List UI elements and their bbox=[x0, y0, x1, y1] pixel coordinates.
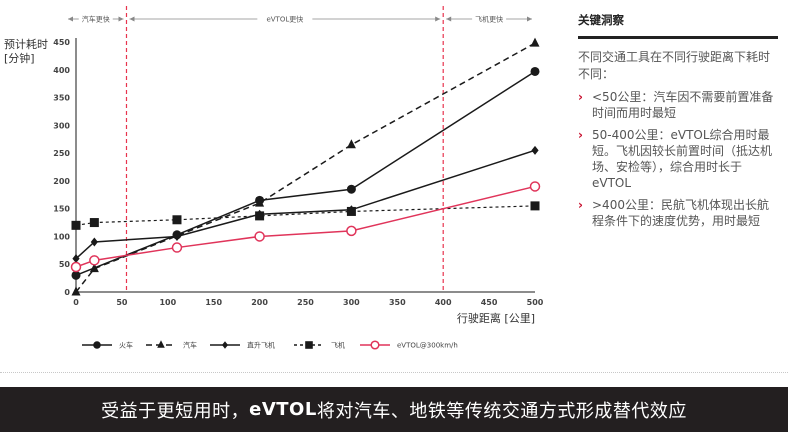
legend-marker bbox=[93, 341, 101, 349]
series-line bbox=[75, 205, 536, 226]
series-4 bbox=[70, 181, 541, 273]
data-point bbox=[531, 145, 539, 155]
data-point bbox=[255, 197, 265, 207]
region-label: eVTOL更快 bbox=[266, 15, 303, 24]
x-tick-label: 500 bbox=[527, 298, 544, 307]
legend-marker bbox=[157, 340, 165, 348]
arrow-left-icon bbox=[446, 16, 452, 22]
y-tick-label: 200 bbox=[53, 177, 70, 186]
data-point bbox=[89, 255, 100, 266]
x-tick-label: 300 bbox=[343, 298, 360, 307]
arrow-right-icon bbox=[435, 16, 441, 22]
series-group bbox=[70, 37, 541, 296]
y-tick-label: 150 bbox=[53, 205, 70, 214]
insight-text: >400公里：民航飞机体现出长航程条件下的速度优势，用时最短 bbox=[592, 198, 769, 228]
chevron-right-icon: › bbox=[578, 90, 583, 104]
series-2 bbox=[72, 145, 539, 264]
dotted-divider bbox=[0, 372, 788, 373]
axes: 0 50 100 150 200 250 300 350 400 450 0 50 100 150 200 2… bbox=[53, 38, 544, 307]
data-point bbox=[254, 231, 265, 242]
x-tick-label: 450 bbox=[481, 298, 498, 307]
data-point bbox=[346, 225, 357, 237]
y-axis-title-line1: 预计耗时 bbox=[4, 38, 48, 51]
x-axis-title: 行驶距离 [公里] bbox=[457, 311, 535, 325]
data-point bbox=[346, 184, 356, 194]
region-label: 汽车更快 bbox=[82, 15, 110, 24]
data-point bbox=[530, 37, 540, 47]
data-point bbox=[346, 206, 356, 216]
y-tick-label: 400 bbox=[53, 66, 70, 75]
insight-bullet: › <50公里：汽车因不需要前置准备时间而用时最短 bbox=[578, 89, 778, 121]
data-point bbox=[71, 270, 81, 280]
x-tick-label: 200 bbox=[251, 298, 268, 307]
data-point bbox=[173, 231, 181, 241]
legend-label: 直升飞机 bbox=[247, 341, 275, 350]
insight-bullet: › >400公里：民航飞机体现出长航程条件下的速度优势，用时最短 bbox=[578, 197, 778, 229]
y-tick-label: 250 bbox=[53, 149, 70, 158]
x-tick-label: 100 bbox=[159, 298, 176, 307]
legend-marker bbox=[370, 340, 380, 350]
series-line bbox=[75, 185, 536, 268]
data-point bbox=[530, 66, 540, 76]
series-3 bbox=[71, 201, 540, 230]
y-tick-label: 300 bbox=[53, 121, 70, 130]
footer-text-2: 将对汽车、地铁等传统交通方式形成替代效应 bbox=[316, 400, 687, 422]
legend-marker bbox=[305, 341, 313, 349]
footer-text-evtol: eVTOL bbox=[249, 399, 317, 420]
arrow-left-icon bbox=[129, 16, 135, 22]
y-tick-label: 100 bbox=[53, 232, 70, 241]
x-tick-label: 50 bbox=[116, 298, 128, 307]
reference-lines bbox=[125, 6, 444, 292]
data-point bbox=[72, 254, 80, 264]
y-axis-title-line2: [分钟] bbox=[4, 51, 35, 65]
arrow-left-icon bbox=[68, 16, 73, 22]
data-point bbox=[171, 242, 183, 253]
legend-label: eVTOL@300km/h bbox=[397, 342, 458, 350]
x-tick-label: 350 bbox=[389, 298, 406, 307]
series-line bbox=[75, 42, 536, 293]
data-point bbox=[70, 261, 82, 273]
arrow-right-icon bbox=[527, 16, 532, 22]
data-point bbox=[529, 181, 541, 192]
insights-title: 关键洞察 bbox=[578, 12, 778, 39]
data-point bbox=[90, 237, 98, 247]
legend-label: 飞机 bbox=[331, 341, 345, 350]
x-tick-label: 0 bbox=[73, 298, 79, 307]
insight-text: 50-400公里：eVTOL综合用时最短。飞机因较长前置时间（抵达机场、安检等）… bbox=[592, 128, 773, 190]
legend: 火车 汽车 直升飞机 飞机 eVTOL@300km/h bbox=[82, 340, 458, 350]
legend-label: 汽车 bbox=[183, 341, 197, 350]
footer-text-1: 受益于更短用时， bbox=[101, 400, 250, 422]
data-point bbox=[71, 220, 81, 230]
chevron-right-icon: › bbox=[578, 128, 583, 142]
region-annotations: 汽车更快 eVTOL更快 飞机更快 bbox=[68, 15, 532, 24]
y-axis-title: 预计耗时 [分钟] bbox=[4, 38, 48, 65]
insight-bullet: › 50-400公里：eVTOL综合用时最短。飞机因较长前置时间（抵达机场、安检… bbox=[578, 127, 778, 191]
travel-time-chart: 预计耗时 [分钟] 行驶距离 [公里] 0 50 100 150 200 250 300 35… bbox=[4, 6, 544, 350]
insights-panel: 关键洞察 不同交通工具在不同行驶距离下耗时不同： › <50公里：汽车因不需要前… bbox=[578, 12, 778, 229]
series-1 bbox=[71, 37, 540, 296]
x-tick-label: 400 bbox=[435, 298, 452, 307]
legend-marker bbox=[221, 341, 229, 349]
y-tick-label: 50 bbox=[59, 260, 71, 269]
x-tick-label: 250 bbox=[297, 298, 314, 307]
legend-label: 火车 bbox=[119, 341, 133, 350]
data-point bbox=[172, 215, 182, 225]
arrow-right-icon bbox=[118, 16, 124, 22]
chevron-right-icon: › bbox=[578, 198, 583, 212]
footer-banner: 受益于更短用时， eVTOL 将对汽车、地铁等传统交通方式形成替代效应 bbox=[0, 387, 788, 432]
data-point bbox=[89, 218, 99, 228]
series-line bbox=[75, 149, 536, 260]
data-point bbox=[89, 263, 99, 273]
y-tick-label: 350 bbox=[53, 94, 70, 103]
insight-text: <50公里：汽车因不需要前置准备时间而用时最短 bbox=[592, 90, 774, 120]
data-point bbox=[255, 211, 265, 221]
data-point bbox=[530, 201, 540, 211]
y-tick-label: 0 bbox=[64, 288, 70, 297]
x-tick-label: 150 bbox=[205, 298, 222, 307]
data-point bbox=[71, 286, 81, 296]
region-label: 飞机更快 bbox=[475, 15, 503, 24]
data-point bbox=[346, 139, 356, 149]
insights-intro: 不同交通工具在不同行驶距离下耗时不同： bbox=[578, 50, 771, 81]
y-tick-label: 450 bbox=[53, 38, 70, 47]
